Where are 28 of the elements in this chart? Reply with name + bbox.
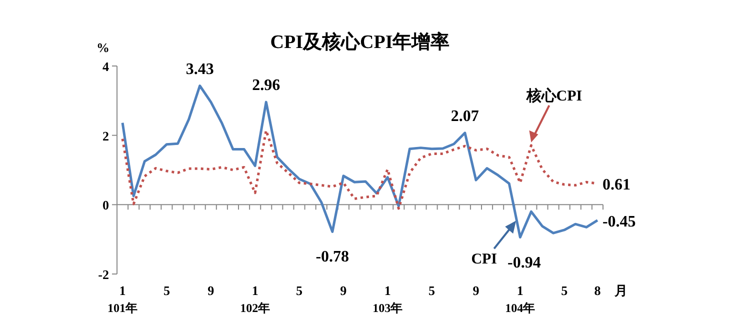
x-tick-label: 5 <box>163 283 170 298</box>
x-tick-label: 9 <box>472 283 480 298</box>
data-label: 2.07 <box>450 108 479 125</box>
x-tick-label: 9 <box>340 283 348 298</box>
x-tick-label: 1 104年 <box>505 283 536 315</box>
data-label: -0.45 <box>602 213 636 230</box>
y-axis-title: % <box>96 40 110 55</box>
chart-title: CPI及核心CPI年增率 <box>270 31 450 53</box>
data-label: 2.96 <box>252 77 280 94</box>
text: 核心CPI <box>525 86 582 104</box>
x-axis-title: 月 <box>614 283 628 298</box>
x-tick-label: 5 <box>296 283 303 298</box>
y-tick-label: 2 <box>102 128 109 144</box>
series-label: CPI <box>471 252 498 268</box>
x-tick-label: 1 102年 <box>240 283 270 315</box>
x-tick-label: 1 101年 <box>108 283 138 315</box>
data-label: 0.61 <box>602 176 630 194</box>
x-tick-label: 1 103年 <box>372 283 403 315</box>
y-tick-label: 4 <box>102 59 110 74</box>
x-tick-label: 5 <box>561 283 568 298</box>
x-tick-label: 8 <box>594 283 602 298</box>
y-tick-label: -2 <box>98 267 109 282</box>
data-label: -0.94 <box>507 254 541 272</box>
y-tick-label: 0 <box>102 198 109 213</box>
data-label: 3.43 <box>186 60 214 78</box>
x-tick-label: 5 <box>428 283 436 298</box>
data-label: -0.78 <box>316 248 350 266</box>
x-tick-label: 9 <box>208 283 215 298</box>
